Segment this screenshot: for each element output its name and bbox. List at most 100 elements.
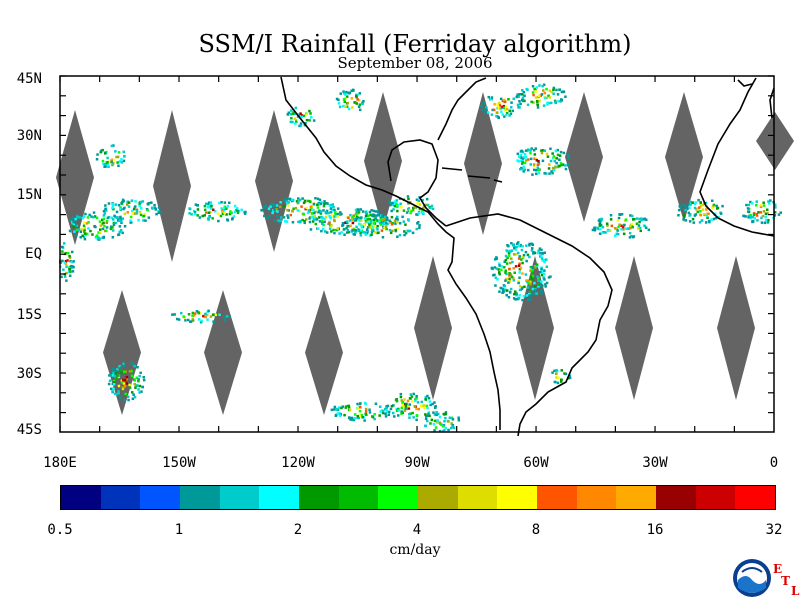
colorbar-tick-label: 2 bbox=[293, 522, 303, 538]
rain-cell bbox=[75, 234, 78, 237]
rain-cell bbox=[404, 232, 408, 235]
rain-cell bbox=[532, 101, 535, 104]
rain-cell bbox=[508, 274, 511, 277]
rain-cell bbox=[518, 288, 522, 292]
rain-cell bbox=[536, 251, 540, 255]
rain-cell bbox=[548, 96, 552, 99]
rain-cell bbox=[142, 219, 145, 222]
rain-cell bbox=[508, 272, 511, 275]
rain-cell bbox=[114, 203, 117, 206]
rain-cell bbox=[641, 218, 644, 221]
rain-cell bbox=[525, 259, 528, 263]
rain-cell bbox=[396, 203, 399, 207]
rain-cell bbox=[132, 207, 136, 211]
rain-cell bbox=[560, 369, 563, 372]
rain-cell bbox=[503, 98, 506, 102]
rain-cell bbox=[616, 232, 620, 236]
rain-cell bbox=[518, 285, 522, 288]
rain-cell bbox=[154, 208, 157, 211]
rain-cell bbox=[645, 218, 648, 221]
rain-cell bbox=[111, 390, 114, 393]
rain-cell bbox=[81, 234, 84, 237]
rain-cell bbox=[359, 229, 363, 232]
rain-cell bbox=[567, 154, 570, 157]
rain-cell bbox=[400, 410, 403, 413]
rain-cell bbox=[439, 422, 442, 426]
rain-cell bbox=[366, 221, 369, 224]
rain-cell bbox=[76, 215, 79, 218]
rain-cell bbox=[77, 228, 81, 231]
coastline-north-america-east bbox=[437, 77, 487, 141]
rain-cell bbox=[73, 230, 76, 233]
rain-cell bbox=[207, 211, 211, 214]
rain-cell bbox=[80, 228, 83, 231]
rain-cell bbox=[429, 206, 432, 210]
rain-cell bbox=[528, 242, 531, 246]
rain-cell bbox=[303, 221, 306, 225]
rain-cell bbox=[537, 168, 541, 172]
rain-cell bbox=[637, 224, 641, 227]
rain-cell bbox=[320, 229, 323, 233]
rain-cell bbox=[244, 210, 247, 214]
rain-cell bbox=[401, 411, 404, 415]
rain-cell bbox=[85, 222, 89, 225]
rain-cell bbox=[346, 221, 349, 225]
rain-cell bbox=[610, 224, 614, 228]
rain-cell bbox=[112, 387, 115, 391]
rain-cell bbox=[123, 385, 127, 388]
rain-cell bbox=[190, 213, 193, 216]
rain-cell bbox=[314, 197, 317, 200]
rain-cell bbox=[91, 233, 94, 236]
rain-cell bbox=[535, 159, 539, 162]
rainfall-colorbar bbox=[60, 485, 776, 510]
rain-cell bbox=[138, 204, 141, 208]
colorbar-tick-label: 0.5 bbox=[47, 522, 73, 538]
rain-cell bbox=[312, 208, 315, 212]
rain-cell bbox=[391, 229, 394, 233]
rain-cell bbox=[359, 234, 363, 237]
rain-cell bbox=[337, 406, 341, 409]
rain-cell bbox=[294, 206, 298, 210]
rain-cell bbox=[353, 219, 357, 222]
rain-cell bbox=[64, 251, 67, 255]
rain-cell bbox=[159, 210, 163, 214]
rain-cell bbox=[447, 428, 450, 432]
rain-cell bbox=[119, 366, 122, 369]
colorbar-swatch bbox=[140, 486, 181, 509]
rain-cell bbox=[335, 228, 338, 232]
rain-cell bbox=[286, 201, 289, 205]
rain-cell bbox=[96, 153, 99, 156]
rain-cell bbox=[381, 217, 384, 220]
rain-cell bbox=[61, 245, 64, 249]
coastline-africa-west bbox=[699, 77, 775, 237]
rain-cell bbox=[700, 219, 704, 222]
rain-cell bbox=[291, 112, 294, 116]
rain-cell bbox=[747, 214, 751, 218]
rain-cell bbox=[303, 219, 306, 223]
rain-cell bbox=[188, 212, 191, 215]
rain-cell bbox=[498, 272, 501, 276]
rain-cell bbox=[67, 270, 71, 274]
rain-cell bbox=[407, 405, 410, 408]
rain-cell bbox=[150, 206, 154, 210]
rain-cell bbox=[287, 201, 290, 204]
rain-cell bbox=[425, 414, 429, 418]
rain-cell bbox=[395, 202, 398, 206]
rain-cell bbox=[752, 213, 756, 217]
rain-cell bbox=[393, 219, 397, 223]
rain-cell bbox=[550, 170, 553, 173]
rain-cell bbox=[352, 218, 356, 221]
rain-cell bbox=[414, 399, 417, 403]
rain-cell bbox=[435, 413, 438, 417]
rain-cell bbox=[457, 416, 460, 419]
map-title: SSM/I Rainfall (Ferriday algorithm) bbox=[198, 30, 632, 58]
rain-cell bbox=[309, 208, 312, 212]
rain-cell bbox=[554, 100, 557, 104]
rain-cell bbox=[343, 100, 346, 103]
rain-cell bbox=[593, 229, 597, 232]
rain-cell bbox=[106, 161, 109, 164]
rain-cell bbox=[207, 205, 211, 209]
missing-swath bbox=[665, 92, 703, 222]
rain-cell bbox=[593, 227, 596, 230]
rain-cell bbox=[531, 173, 534, 176]
